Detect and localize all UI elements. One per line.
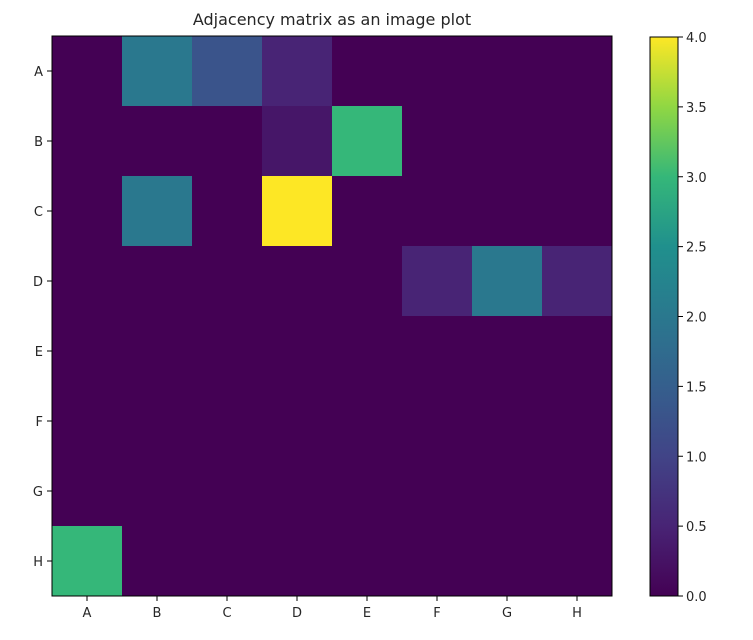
heatmap-cell [332,526,403,597]
colorbar-tick-label: 1.0 [686,450,707,465]
heatmap-cell [192,526,263,597]
heatmap-cell [122,386,193,457]
colorbar-tick-label: 2.0 [686,311,707,326]
heatmap-cell [52,176,123,247]
heatmap-cell [122,176,193,247]
heatmap-cell [402,456,473,527]
heatmap-cell [52,36,123,107]
y-tick-label: A [34,65,43,80]
heatmap-cell [262,526,333,597]
colorbar-tick-label: 0.0 [686,590,707,605]
heatmap-cell [192,316,263,387]
heatmap-cell [262,176,333,247]
heatmap-cell [542,386,613,457]
heatmap-cell [52,106,123,177]
x-tick-label: F [433,606,440,621]
heatmap-cell [52,526,123,597]
heatmap-cell [122,526,193,597]
heatmap-cells [52,36,613,597]
heatmap-cell [402,246,473,317]
heatmap-cell [472,526,543,597]
chart-title: Adjacency matrix as an image plot [193,10,471,29]
heatmap-cell [402,106,473,177]
heatmap-cell [332,36,403,107]
colorbar-tick-label: 1.5 [686,380,707,395]
y-tick-label: H [33,555,43,570]
heatmap-cell [332,386,403,457]
heatmap-cell [542,36,613,107]
heatmap-cell [402,316,473,387]
y-tick-label: C [34,205,43,220]
heatmap-cell [402,526,473,597]
heatmap-cell [472,386,543,457]
colorbar-tick-label: 4.0 [686,31,707,46]
heatmap-cell [472,456,543,527]
heatmap-cell [262,246,333,317]
heatmap-cell [472,106,543,177]
heatmap-cell [332,176,403,247]
heatmap-cell [542,246,613,317]
heatmap-cell [262,456,333,527]
colorbar-tick-label: 2.5 [686,241,707,256]
heatmap-cell [542,526,613,597]
y-tick-label: G [33,485,43,500]
colorbar-tick-label: 3.0 [686,171,707,186]
heatmap-cell [472,36,543,107]
heatmap-cell [122,316,193,387]
x-tick-label: B [153,606,162,621]
y-tick-label: E [35,345,43,360]
heatmap-cell [52,456,123,527]
heatmap-cell [192,456,263,527]
heatmap-cell [472,176,543,247]
heatmap-cell [192,36,263,107]
heatmap-cell [262,36,333,107]
heatmap-cell [122,36,193,107]
y-tick-label: D [33,275,43,290]
heatmap-cell [542,106,613,177]
heatmap-cell [52,386,123,457]
y-tick-label: B [34,135,43,150]
heatmap-cell [52,316,123,387]
y-tick-label: F [36,415,43,430]
heatmap-cell [332,246,403,317]
heatmap-cell [122,106,193,177]
heatmap-cell [262,106,333,177]
colorbar-axis: 0.0 0.5 1.0 1.5 2.0 2.5 3.0 3.5 4.0 [678,31,707,605]
heatmap-cell [332,456,403,527]
heatmap-cell [332,316,403,387]
heatmap-cell [52,246,123,317]
heatmap-cell [122,456,193,527]
heatmap-cell [192,176,263,247]
y-axis: A B C D E F G H [33,65,52,570]
x-axis: A B C D E F G H [83,596,582,621]
heatmap-cell [402,176,473,247]
heatmap-cell [542,316,613,387]
heatmap-cell [192,106,263,177]
heatmap-cell [472,316,543,387]
heatmap-cell [192,386,263,457]
x-tick-label: C [222,606,231,621]
x-tick-label: H [572,606,582,621]
colorbar-tick-label: 3.5 [686,101,707,116]
heatmap-cell [542,176,613,247]
heatmap-cell [472,246,543,317]
x-tick-label: G [502,606,512,621]
heatmap-cell [192,246,263,317]
heatmap-cell [402,36,473,107]
x-tick-label: A [83,606,92,621]
heatmap-cell [542,456,613,527]
colorbar [649,36,679,597]
x-tick-label: E [363,606,371,621]
plot-frame [51,35,613,597]
heatmap-cell [122,246,193,317]
heatmap-cell [262,316,333,387]
heatmap-cell [332,106,403,177]
heatmap-cell [262,386,333,457]
heatmap-cell [402,386,473,457]
colorbar-tick-label: 0.5 [686,520,707,535]
x-tick-label: D [292,606,302,621]
